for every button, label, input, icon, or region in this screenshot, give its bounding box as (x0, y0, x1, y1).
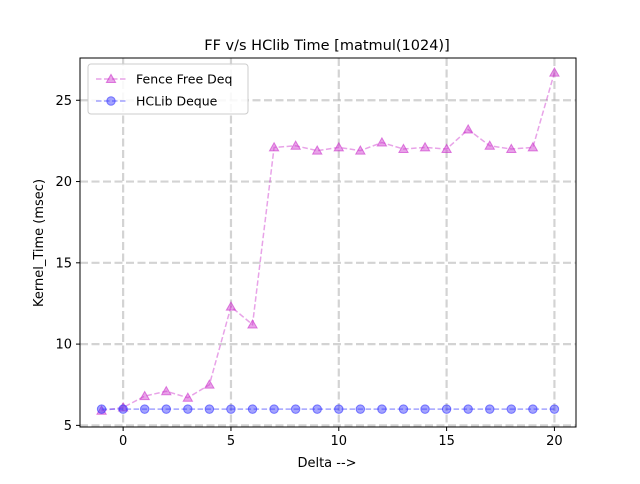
plot-frame (79, 57, 577, 428)
data-point (269, 404, 279, 414)
data-point (225, 301, 237, 311)
data-point (247, 318, 258, 329)
legend-marker (106, 96, 116, 106)
data-point (226, 404, 236, 414)
data-point (528, 404, 538, 414)
data-point (505, 143, 517, 153)
data-point (118, 404, 128, 414)
y-tick-label: 5 (64, 419, 72, 434)
data-point (398, 404, 409, 414)
x-tick-label: 20 (546, 434, 563, 449)
data-point (139, 404, 150, 414)
data-point (441, 143, 453, 153)
legend-label: HCLib Deque (136, 94, 218, 109)
data-point (398, 143, 409, 153)
data-point (268, 141, 280, 152)
y-tick-label: 25 (55, 94, 72, 109)
legend-label: Fence Free Deq (136, 72, 232, 87)
y-axis-label: Kernel_Time (msec) (32, 179, 47, 307)
data-point (441, 404, 452, 414)
data-point (290, 404, 301, 414)
x-tick-label: 0 (119, 434, 127, 449)
data-point (484, 140, 496, 150)
data-point (161, 404, 171, 414)
data-point (377, 404, 387, 414)
data-point (204, 404, 215, 414)
y-tick-label: 10 (55, 338, 72, 353)
x-tick-label: 5 (227, 434, 235, 449)
data-point (247, 404, 258, 414)
data-point (182, 392, 194, 402)
x-tick-label: 15 (438, 434, 455, 449)
data-point (354, 145, 366, 155)
data-point (96, 405, 108, 415)
data-point (463, 404, 473, 414)
data-point (139, 390, 151, 401)
legend: Fence Free Deq HCLib Deque (87, 63, 249, 115)
y-tick-label: 15 (55, 256, 72, 271)
data-point (549, 404, 560, 414)
grid (80, 58, 576, 427)
chart-title: FF v/s HClib Time [matmul(1024)] (204, 38, 449, 54)
data-point (506, 404, 517, 414)
data-point (183, 404, 193, 414)
series-line (101, 72, 556, 412)
legend-item: HCLib Deque (96, 94, 218, 109)
data-point (334, 404, 344, 414)
data-point (548, 67, 560, 77)
data-point (333, 141, 345, 152)
data-point (203, 379, 215, 389)
series-0 (96, 67, 560, 415)
x-tick-label: 10 (331, 434, 348, 449)
y-tick-label: 20 (55, 175, 72, 190)
axes: 0 5 10 15 20 5 10 15 20 25 (55, 57, 577, 449)
data-point (419, 141, 431, 152)
data-point (355, 404, 366, 414)
legend-box (87, 63, 249, 115)
data-point (376, 136, 388, 147)
x-axis-label: Delta --> (297, 456, 356, 471)
legend-item: Fence Free Deq (96, 72, 232, 87)
series-group (96, 67, 560, 415)
data-point (527, 141, 539, 152)
data-point (96, 404, 107, 414)
legend-marker (105, 73, 117, 83)
data-point (290, 140, 302, 150)
data-point (485, 404, 495, 414)
data-point (160, 385, 172, 396)
data-point (462, 123, 474, 134)
data-point (311, 145, 323, 155)
data-point (312, 404, 322, 414)
series-1 (96, 404, 560, 414)
data-point (117, 401, 129, 412)
data-point (420, 404, 430, 414)
